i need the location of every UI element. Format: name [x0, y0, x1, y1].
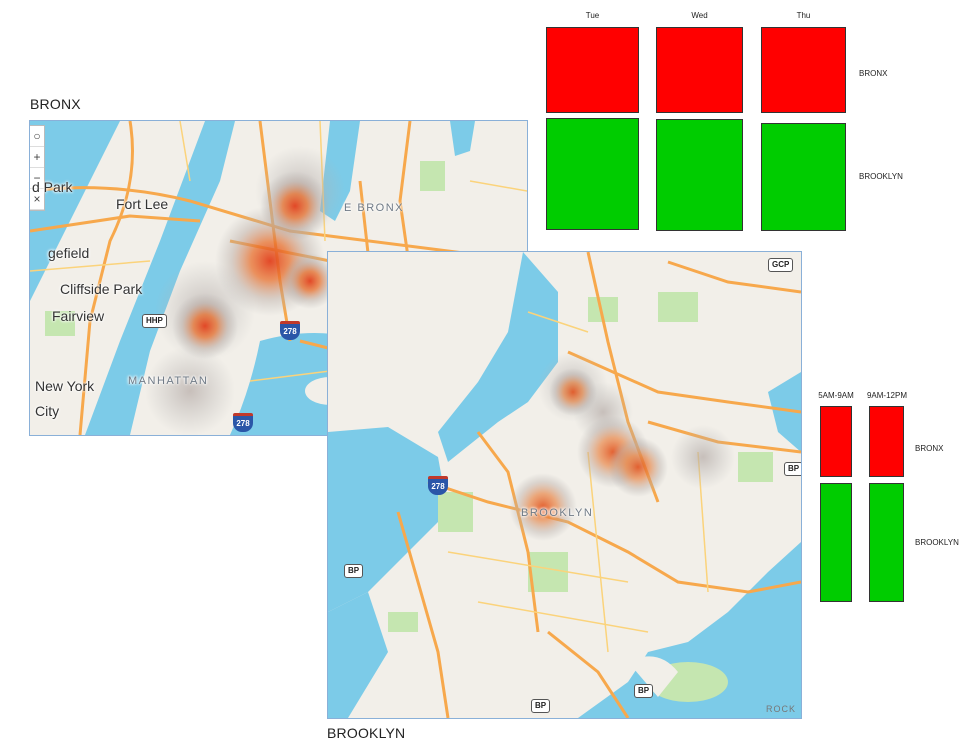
cell-bronx-5am-9am[interactable] — [820, 406, 852, 477]
bp-shield-icon: BP — [784, 462, 801, 476]
row-label-bronx: BRONX — [859, 69, 888, 78]
cell-bronx-wed[interactable] — [656, 27, 743, 113]
zoom-out-button[interactable]: − — [30, 168, 44, 189]
lasso-select-button[interactable]: ○ — [30, 126, 44, 147]
cell-bronx-tue[interactable] — [546, 27, 639, 113]
column-header-5am-9am: 5AM-9AM — [818, 391, 854, 400]
cell-brooklyn-wed[interactable] — [656, 119, 743, 231]
cell-bronx-9am-12pm[interactable] — [869, 406, 904, 477]
label-fort-lee: Fort Lee — [116, 196, 169, 212]
hhp-shield-icon: HHP — [142, 314, 167, 328]
column-header-tue: Tue — [585, 11, 600, 20]
column-header-9am-12pm: 9AM-12PM — [866, 391, 907, 400]
label-manhattan: MANHATTAN — [128, 375, 209, 387]
column-header-wed: Wed — [691, 11, 708, 20]
bronx-map-title: BRONX — [30, 96, 81, 112]
row-label-bronx: BRONX — [915, 444, 944, 453]
label-fairview: Fairview — [52, 308, 105, 324]
label-rock: ROCK — [766, 704, 797, 714]
gcp-shield-icon: GCP — [768, 258, 794, 272]
interstate-278-shield-icon: 278 — [233, 413, 253, 432]
row-label-brooklyn: BROOKLYN — [915, 538, 959, 547]
brooklyn-map-title: BROOKLYN — [327, 725, 406, 741]
zoom-in-button[interactable]: + — [30, 147, 44, 168]
label-park: d Park — [32, 179, 73, 195]
bronx-map-canvas — [30, 121, 527, 435]
cell-brooklyn-thu[interactable] — [761, 123, 846, 231]
brooklyn-map-canvas — [328, 252, 801, 718]
row-label-brooklyn: BROOKLYN — [859, 172, 903, 181]
interstate-278-shield-icon: 278 — [428, 476, 448, 495]
cell-brooklyn-tue[interactable] — [546, 118, 639, 230]
interstate-278-shield-icon: 278 — [280, 321, 300, 340]
bronx-map[interactable]: ○ + − × d Park Fort Lee gefield Cliffsid… — [29, 120, 528, 436]
bp-shield-icon: BP — [344, 564, 364, 578]
cell-brooklyn-5am-9am[interactable] — [820, 483, 852, 602]
bp-shield-icon: BP — [634, 684, 654, 698]
label-city: City — [35, 403, 60, 419]
label-cliffside-park: Cliffside Park — [60, 281, 143, 297]
reset-map-button[interactable]: × — [30, 189, 44, 210]
label-brooklyn: BROOKLYN — [521, 507, 594, 519]
map-controls: ○ + − × — [30, 125, 45, 211]
cell-bronx-thu[interactable] — [761, 27, 846, 113]
label-new-york: New York — [35, 378, 95, 394]
bp-shield-icon: BP — [531, 699, 551, 713]
cell-brooklyn-9am-12pm[interactable] — [869, 483, 904, 602]
brooklyn-map[interactable]: BROOKLYN ROCK GCP BP BP BP BP 278 — [327, 251, 802, 719]
column-header-thu: Thu — [796, 11, 811, 20]
label-ridgefield: gefield — [48, 245, 90, 261]
label-the-bronx: E BRONX — [344, 202, 405, 214]
